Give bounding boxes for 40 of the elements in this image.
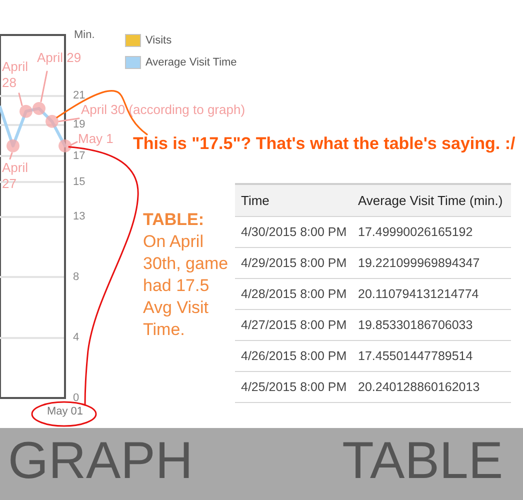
y-tick-label: 17	[73, 150, 86, 162]
data-label: 19.221099969894347	[352, 248, 511, 278]
data-label: 20.110794131214774	[352, 278, 511, 310]
category-label: 4/25/2015 8:00 PM	[235, 372, 352, 402]
x-tick-label: May 01	[46, 406, 84, 418]
category-label: 4/28/2015 8:00 PM	[235, 278, 352, 310]
y-tick-label: 15	[73, 176, 86, 188]
category-label: 4/29/2015 8:00 PM	[235, 248, 352, 278]
y-tick-label: 13	[73, 210, 86, 222]
legend-label: Visits	[146, 34, 172, 46]
text: Average Visit Time (min.)	[352, 184, 511, 216]
point	[58, 139, 72, 152]
point	[32, 102, 46, 115]
data-label: 20.240128860162013	[352, 372, 511, 402]
y-axis-title: Min.	[74, 29, 95, 41]
y-tick-label: 4	[73, 332, 80, 344]
annotation: April 28	[2, 59, 30, 92]
data-label: 17.49990026165192	[352, 216, 511, 248]
category-label: 4/26/2015 8:00 PM	[235, 340, 352, 372]
y-tick-label: 19	[73, 118, 86, 130]
y-tick-label: 0	[73, 392, 80, 404]
legend-label: Average Visit Time	[146, 56, 237, 68]
annotation: May 1	[78, 130, 114, 147]
point	[20, 104, 32, 118]
text: This is "17.5"? That's what the table's saying. :/	[133, 134, 516, 154]
category-label: 4/30/2015 8:00 PM	[235, 216, 352, 248]
data-label: 17.45501447789514	[352, 340, 511, 372]
text: TABLE: On April 30th, game had 17.5 Avg Visit Time.	[143, 209, 230, 341]
data-label: 19.85330186706033	[352, 310, 511, 340]
text: Time	[235, 184, 352, 216]
text: TABLE	[342, 432, 503, 490]
point	[6, 139, 20, 152]
point	[46, 114, 58, 128]
text: April 30 (according to graph)	[81, 102, 246, 118]
category-label: 4/27/2015 8:00 PM	[235, 310, 352, 340]
annotation: April 29	[37, 50, 82, 66]
y-tick-label: 8	[73, 271, 80, 283]
annotation: April 27	[2, 160, 30, 192]
y-tick-label: 21	[73, 90, 86, 102]
text: GRAPH	[8, 432, 193, 490]
